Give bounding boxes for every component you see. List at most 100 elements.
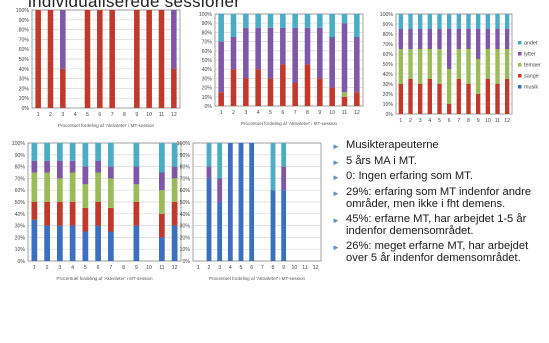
bar-segment-temaer [504, 49, 510, 79]
bar-segment-andet [485, 14, 491, 29]
x-tick-label: 10 [485, 118, 491, 124]
bar-segment-andet [95, 143, 101, 161]
bar-segment-sange [171, 68, 177, 108]
x-tick-label: 9 [135, 265, 138, 271]
bar-segment-temaer [398, 49, 404, 84]
y-tick-label: 10% [383, 102, 394, 108]
bar-segment-sange [317, 78, 323, 106]
x-tick-label: 6 [97, 265, 100, 271]
bullet-item: ► 26%: meget erfarne MT, har arbejdet ove… [330, 241, 545, 264]
bar-segment-lytter [398, 29, 404, 49]
y-tick-label: 20% [19, 86, 30, 92]
y-tick-label: 10% [202, 95, 213, 101]
bar-segment-andet [255, 14, 261, 28]
bar-segment-lytter [171, 10, 177, 69]
bar-segment-sange [329, 87, 335, 106]
bar-segment-sange [446, 104, 452, 114]
y-tick-label: 100% [199, 12, 213, 18]
bar-segment-sange [57, 202, 63, 226]
y-tick-label: 20% [202, 86, 213, 92]
y-tick-label: 30% [383, 82, 394, 88]
bar-segment-lytter [69, 160, 76, 173]
chart-svg: 0%10%20%30%40%50%60%70%80%90%100%1 2 3 4 5 6 7… [380, 12, 541, 124]
bar-segment-andet [408, 14, 413, 29]
y-tick-label: 80% [15, 165, 26, 171]
bar-segment-musik [238, 143, 244, 261]
bar-segment-temaer [108, 178, 114, 208]
y-tick-label: 60% [383, 52, 394, 58]
x-tick-label: 8 [272, 265, 275, 271]
plot-frame [27, 142, 182, 262]
bar-segment-temaer [133, 184, 140, 202]
x-tick-label: 7 [294, 110, 297, 116]
bar-segment-lytter [280, 27, 286, 65]
y-tick-label: 50% [19, 57, 30, 63]
bar-segment-sange [31, 202, 38, 220]
bar-segment-temaer [57, 178, 63, 202]
x-tick-label: 10 [146, 265, 152, 271]
bar-segment-andet [329, 14, 335, 37]
bar-segment-lytter [108, 166, 114, 179]
bar-segment-sange [82, 207, 89, 232]
bar-segment-lytter [217, 178, 223, 202]
bar-segment-sange [35, 10, 41, 108]
bar-segment-temaer [44, 172, 50, 202]
x-tick-label: 10 [291, 265, 297, 271]
bar-segment-lytter [267, 27, 274, 79]
legend-label: temaer [524, 63, 541, 69]
y-tick-label: 80% [202, 30, 213, 36]
y-tick-label: 80% [19, 28, 30, 34]
bar-segment-lytter [230, 37, 237, 70]
x-tick-label: 3 [61, 112, 64, 118]
y-tick-label: 20% [180, 235, 191, 241]
x-tick-label: 12 [504, 118, 510, 124]
x-tick-label: 7 [457, 118, 460, 124]
x-tick-label: 5 [240, 265, 243, 271]
bar-segment-temaer [437, 49, 442, 84]
bar-segment-lytter [82, 166, 89, 185]
x-tick-label: 8 [306, 110, 309, 116]
x-axis-label: Procentuel fordeling af 'Aktiviteter' i … [56, 276, 153, 281]
bar-segment-lytter [60, 10, 66, 69]
bar-segment-andet [171, 143, 178, 167]
x-tick-label: 9 [318, 110, 321, 116]
bar-segment-temaer [69, 172, 76, 202]
bar-segment-temaer [417, 49, 423, 84]
bar-segment-temaer [495, 49, 500, 84]
y-tick-label: 50% [202, 58, 213, 64]
bullet-arrow-icon: ► [332, 142, 340, 151]
bar-segment-musik [95, 225, 101, 261]
bar-segment-andet [456, 14, 462, 29]
x-tick-label: 9 [282, 265, 285, 271]
x-tick-label: 4 [257, 110, 260, 116]
x-tick-label: 2 [46, 265, 49, 271]
bar-segment-andet [437, 14, 442, 29]
y-tick-label: 50% [15, 200, 26, 206]
bar-segment-sange [341, 96, 348, 106]
x-tick-label: 12 [313, 265, 319, 271]
bar-segment-musik [206, 178, 212, 261]
y-tick-label: 100% [16, 8, 30, 14]
bar-segment-sange [159, 213, 165, 238]
bar-segment-sange [280, 64, 286, 106]
bar-segment-temaer [341, 92, 348, 97]
bar-segment-sange [292, 83, 298, 106]
bar-segment-andet [243, 14, 249, 28]
bar-segment-sange [304, 64, 311, 106]
bar-segment-lytter [427, 29, 433, 49]
bar-segment-musik [217, 202, 223, 261]
y-tick-label: 70% [383, 42, 394, 48]
bar-segment-andet [495, 14, 500, 29]
bar-segment-sange [243, 78, 249, 106]
bar-segment-sange [109, 10, 115, 108]
x-tick-label: 12 [171, 112, 177, 118]
bar-segment-lytter [159, 172, 165, 191]
x-axis-label: Procentuel fordeling af 'Aktiviteter' i … [209, 276, 306, 281]
bar-segment-andet [504, 14, 510, 29]
bar-segment-sange [134, 10, 140, 108]
bar-segment-andet [108, 143, 114, 167]
bar-segment-temaer [427, 49, 433, 79]
x-tick-label: 1 [37, 112, 40, 118]
bar-segment-andet [206, 143, 212, 167]
bullet-arrow-icon: ► [332, 189, 340, 199]
